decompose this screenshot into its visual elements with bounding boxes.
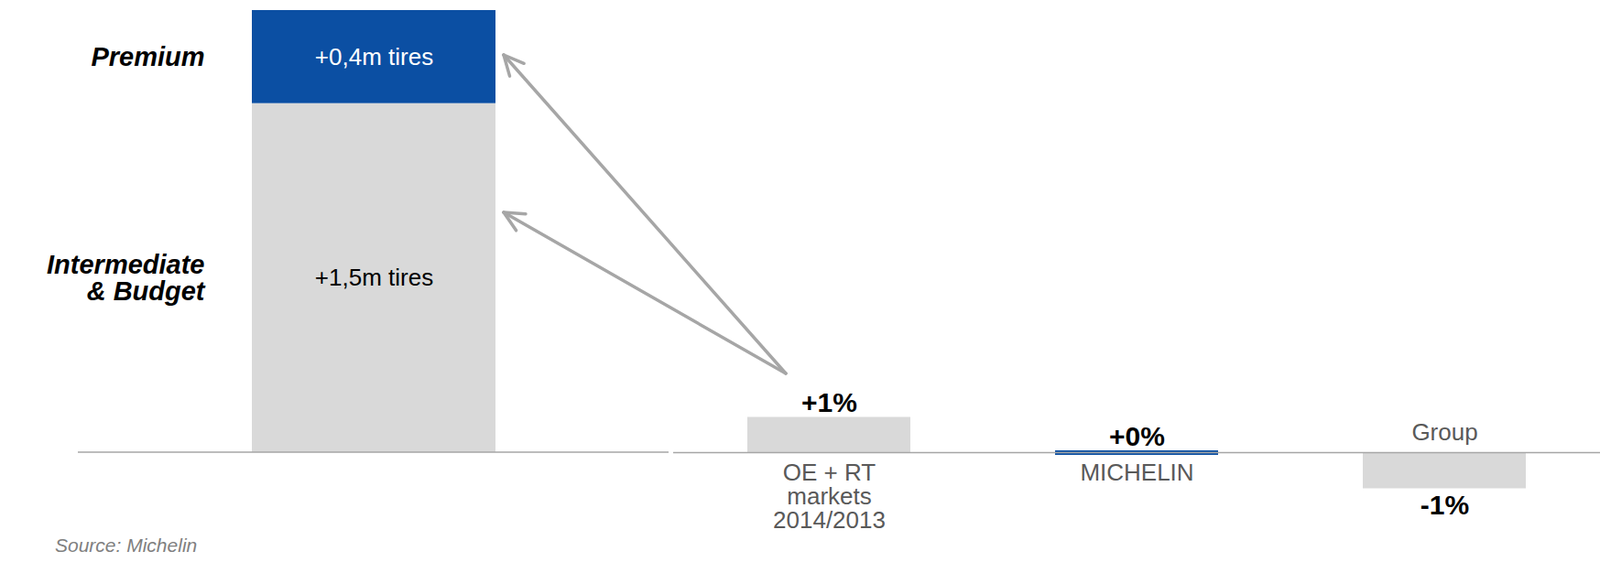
- svg-text:+1%: +1%: [801, 387, 858, 418]
- svg-text:MICHELIN: MICHELIN: [1079, 458, 1194, 487]
- svg-text:-1%: -1%: [1420, 489, 1470, 521]
- svg-text:+0%: +0%: [1109, 421, 1165, 452]
- svg-text:+1,5m tires: +1,5m tires: [315, 263, 434, 292]
- html-text:Source: Michelin: Source: Michelin: [54, 534, 198, 556]
- svg-text:Intermediate& Budget: Intermediate& Budget: [46, 250, 207, 306]
- svg-text:+0,4m tires: +0,4m tires: [315, 43, 434, 71]
- svg-text:Group: Group: [1411, 418, 1478, 447]
- svg-text:OE + RTmarkets2014/2013: OE + RTmarkets2014/2013: [772, 458, 886, 534]
- svg-text:Premium: Premium: [90, 42, 205, 72]
